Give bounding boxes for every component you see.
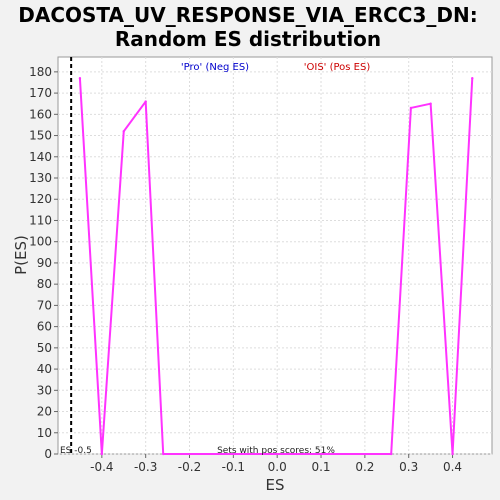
- y-tick-label: 170: [29, 86, 52, 100]
- ticks: 0 10 20 30 40 50 60 70 80 90 100 110 120 130 140 150 160…: [29, 65, 462, 474]
- y-tick-label: 110: [29, 213, 52, 227]
- y-tick-label: 10: [37, 426, 52, 440]
- plot-area: [57, 56, 493, 455]
- y-tick-label: 160: [29, 107, 52, 121]
- y-tick-label: 180: [29, 65, 52, 79]
- y-tick-label: 20: [37, 405, 52, 419]
- y-tick-label: 100: [29, 235, 52, 249]
- x-tick-label: -0.1: [222, 460, 245, 474]
- legend-neg-es: 'Pro' (Neg ES): [181, 62, 249, 73]
- y-tick-label: 90: [37, 256, 52, 270]
- chart-title-line1: DACOSTA_UV_RESPONSE_VIA_ERCC3_DN:: [18, 3, 477, 27]
- es-annotation: ES -0.5: [60, 446, 92, 456]
- x-tick-label: 0.4: [443, 460, 462, 474]
- y-axis-label: P(ES): [12, 235, 30, 275]
- y-tick-label: 120: [29, 192, 52, 206]
- y-tick-label: 150: [29, 129, 52, 143]
- pos-scores-annotation: Sets with pos scores: 51%: [217, 446, 335, 456]
- x-tick-label: 0.0: [268, 460, 287, 474]
- data-point: [144, 100, 147, 103]
- data-point: [162, 452, 165, 456]
- x-tick-label: 0.3: [399, 460, 418, 474]
- x-tick-label: -0.3: [134, 460, 157, 474]
- y-tick-label: 50: [37, 341, 52, 355]
- data-point: [429, 102, 432, 105]
- data-point: [122, 130, 125, 133]
- x-tick-label: 0.1: [311, 460, 330, 474]
- y-tick-label: 40: [37, 362, 52, 376]
- y-tick-label: 140: [29, 150, 52, 164]
- y-tick-label: 80: [37, 277, 52, 291]
- data-point: [78, 77, 82, 80]
- grid: [58, 57, 492, 455]
- x-tick-label: -0.4: [90, 460, 113, 474]
- data-point: [389, 452, 393, 456]
- x-axis-label: ES: [266, 476, 285, 494]
- series-layer: [78, 77, 474, 456]
- data-point: [409, 106, 413, 110]
- y-tick-label: 30: [37, 383, 52, 397]
- chart-title-line2: Random ES distribution: [115, 27, 381, 51]
- legend-pos-es: 'OIS' (Pos ES): [304, 62, 371, 73]
- x-tick-label: 0.2: [355, 460, 374, 474]
- y-tick-label: 60: [37, 320, 52, 334]
- data-point: [451, 452, 454, 456]
- data-point: [471, 77, 474, 80]
- x-tick-label: -0.2: [178, 460, 201, 474]
- y-tick-label: 70: [37, 298, 52, 312]
- series-line: [78, 78, 474, 455]
- y-tick-label: 0: [44, 447, 52, 461]
- y-tick-label: 130: [29, 171, 52, 185]
- data-point: [100, 452, 104, 456]
